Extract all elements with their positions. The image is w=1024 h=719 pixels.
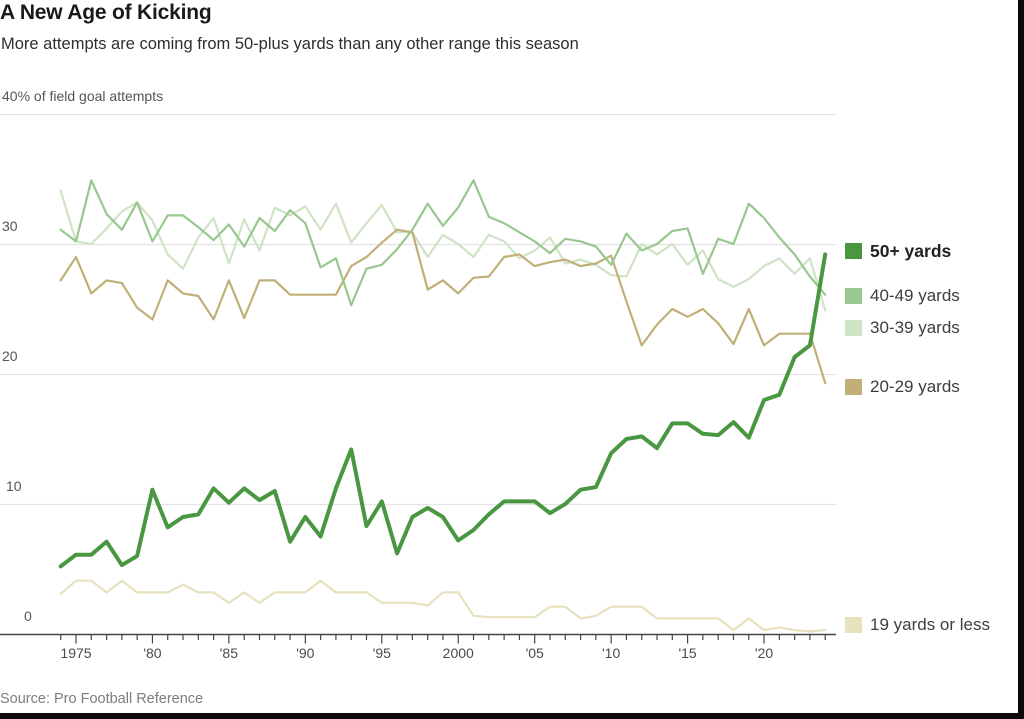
legend-swatch-19less-icon <box>845 617 862 633</box>
source-note: Source: Pro Football Reference <box>0 691 204 707</box>
y-tick-label-20: 20 <box>2 348 18 364</box>
legend-swatch-50plus-icon <box>845 243 862 259</box>
legend-swatch-40-49-icon <box>845 288 862 304</box>
x-tick-label-2010: '10 <box>602 645 621 661</box>
x-tick-label-2005: '05 <box>525 645 544 661</box>
legend-label-50plus: 50+ yards <box>870 241 952 261</box>
y-tick-label-0: 0 <box>24 608 32 624</box>
legend-label-20-29: 20-29 yards <box>870 377 960 396</box>
legend-swatch-20-29-icon <box>845 379 862 395</box>
y-tick-label-10: 10 <box>6 478 22 494</box>
window-edge-right <box>1018 0 1024 719</box>
window-edge-bottom <box>0 713 1024 719</box>
x-tick-label-1980: '80 <box>143 645 162 661</box>
legend-label-30-39: 30-39 yards <box>870 318 960 337</box>
series-line-50-yards <box>58 252 828 569</box>
legend-item-20-29: 20-29 yards <box>845 377 960 397</box>
x-tick-label-1990: '90 <box>296 645 315 661</box>
page-title: A New Age of Kicking <box>0 1 212 24</box>
legend-item-19less: 19 yards or less <box>845 615 990 635</box>
page-subtitle: More attempts are coming from 50-plus ya… <box>1 35 579 53</box>
x-tick-label-1995: '95 <box>372 645 391 661</box>
legend-item-50plus: 50+ yards <box>845 241 951 262</box>
legend-item-30-39: 30-39 yards <box>845 318 960 338</box>
series-line-30-39-yards <box>59 189 827 312</box>
x-tick-label-2000: 2000 <box>442 645 474 661</box>
x-tick-label-1975: 1975 <box>60 645 92 661</box>
legend-swatch-30-39-icon <box>845 320 862 336</box>
x-tick-label-2020: '20 <box>754 645 774 661</box>
x-tick-label-1985: '85 <box>219 645 238 661</box>
y-tick-label-30: 30 <box>2 218 18 234</box>
legend-label-40-49: 40-49 yards <box>870 286 960 305</box>
legend-label-19less: 19 yards or less <box>870 615 990 634</box>
x-tick-label-2015: '15 <box>678 645 697 661</box>
y-tick-label-40: 40% of field goal attempts <box>2 88 164 104</box>
series-line-40-49-yards <box>59 179 827 307</box>
legend-item-40-49: 40-49 yards <box>845 286 960 306</box>
series-line-20-29-yards <box>59 228 827 385</box>
series-line-19-yards-or-less <box>59 579 827 633</box>
